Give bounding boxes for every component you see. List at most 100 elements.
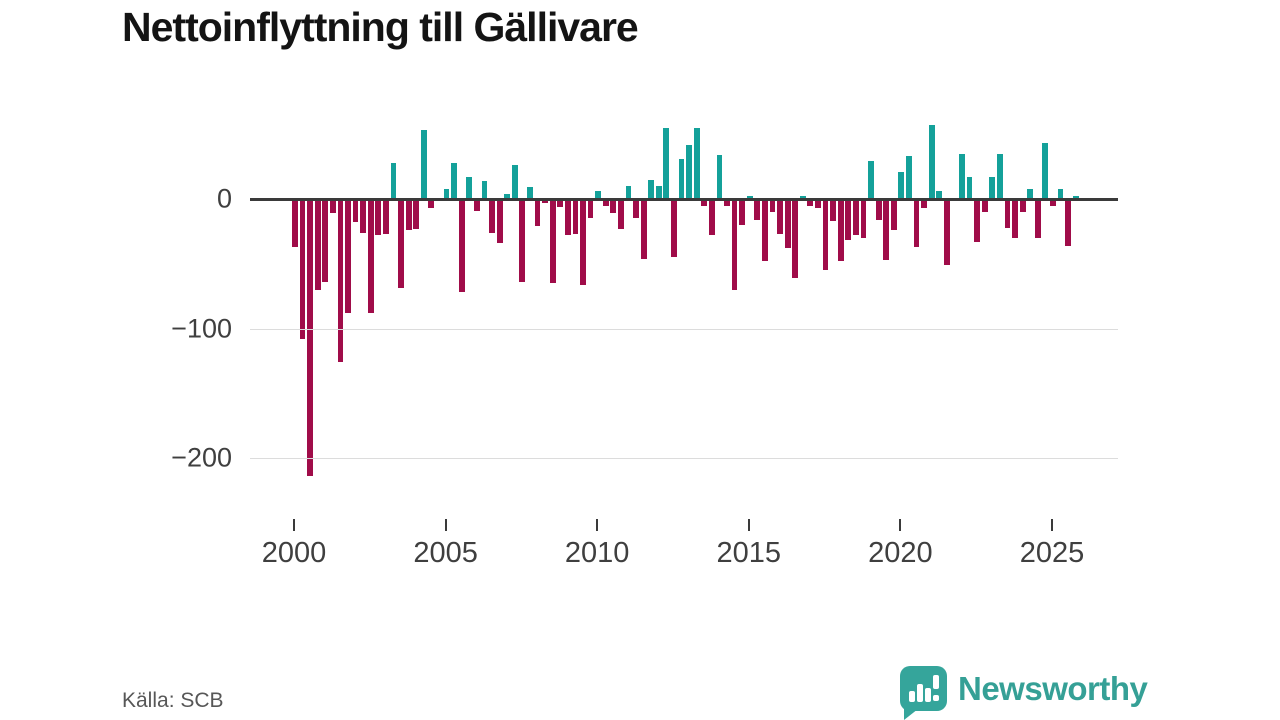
bar [883, 199, 890, 260]
x-axis-label: 2000 [261, 537, 327, 569]
bar [428, 199, 435, 209]
bar [701, 199, 708, 206]
bar [390, 162, 397, 199]
bar [458, 199, 465, 293]
bar [345, 199, 351, 313]
bar [375, 199, 382, 236]
bar [731, 199, 738, 290]
bar [784, 199, 791, 249]
bar [724, 199, 730, 206]
bar [792, 199, 799, 278]
exclamation-dot-icon [933, 695, 939, 701]
bar [746, 196, 753, 199]
bar [762, 199, 768, 262]
bar [413, 199, 420, 229]
bar [868, 161, 874, 199]
bar [534, 199, 541, 227]
bar [640, 199, 647, 259]
x-axis-label: 2025 [1019, 537, 1085, 569]
bar [769, 199, 776, 212]
bar [572, 199, 579, 234]
x-axis-label: 2005 [413, 537, 478, 569]
bar [716, 155, 723, 199]
y-axis-label: −200 [171, 442, 232, 473]
bar [383, 199, 389, 234]
bar [754, 199, 761, 220]
bar [587, 199, 594, 219]
bar [564, 199, 571, 236]
bar [989, 177, 996, 199]
bar [602, 199, 609, 206]
bar [496, 199, 503, 243]
y-axis-label: 0 [216, 183, 232, 214]
bar [799, 196, 806, 199]
bar [527, 187, 533, 199]
bar [822, 199, 829, 271]
bar [519, 199, 526, 282]
bar [595, 191, 602, 199]
bar [549, 199, 556, 284]
bar [648, 179, 655, 199]
x-axis-label: 2015 [716, 537, 782, 569]
logo-speech-bubble [900, 666, 947, 711]
bar [466, 177, 473, 199]
bar [481, 180, 488, 199]
bar [367, 199, 374, 313]
bar [299, 199, 306, 339]
source-note: Källa: SCB [122, 689, 224, 712]
bar [981, 199, 988, 212]
bar [352, 199, 359, 223]
bar [830, 199, 837, 221]
logo-bubble-tail [904, 709, 918, 720]
bar [1057, 188, 1064, 199]
bar [777, 199, 783, 234]
bar [996, 153, 1003, 199]
bar [360, 199, 367, 233]
bar [708, 199, 715, 236]
bar [943, 199, 950, 265]
bar [1042, 143, 1049, 199]
bar [1050, 199, 1056, 206]
bar [292, 199, 298, 247]
bar [1065, 199, 1072, 246]
bar [443, 188, 450, 199]
bar [610, 199, 617, 214]
bar [1004, 199, 1011, 228]
newsworthy-wordmark: Newsworthy [958, 670, 1148, 707]
bar-chart-icon [909, 691, 915, 702]
bar [906, 156, 912, 199]
bar [739, 199, 746, 225]
bar [625, 186, 632, 199]
bar [420, 130, 427, 199]
x-axis-tick [899, 519, 902, 531]
bar [1012, 199, 1018, 238]
bar [307, 199, 314, 477]
bar [580, 199, 586, 285]
bar [837, 199, 844, 262]
bar [693, 127, 700, 199]
bar [928, 125, 935, 199]
bar [852, 199, 859, 236]
bar [405, 199, 412, 231]
bar [633, 199, 639, 219]
x-axis-tick [1051, 519, 1053, 531]
x-axis-tick [444, 519, 447, 531]
bar [974, 199, 981, 242]
x-axis-tick [596, 519, 599, 531]
bar [1019, 199, 1026, 212]
bar [655, 186, 662, 199]
bar [890, 199, 897, 231]
bar [557, 199, 564, 207]
bar [322, 199, 329, 282]
bar [898, 171, 905, 199]
x-axis-tick [747, 519, 750, 531]
bar [398, 199, 404, 289]
bar [1072, 196, 1079, 199]
bar [807, 199, 814, 206]
gridline [250, 328, 1118, 330]
bar [686, 144, 693, 199]
bar [845, 199, 852, 241]
x-axis-tick [293, 519, 295, 531]
bar [913, 199, 920, 247]
bar [936, 191, 943, 199]
